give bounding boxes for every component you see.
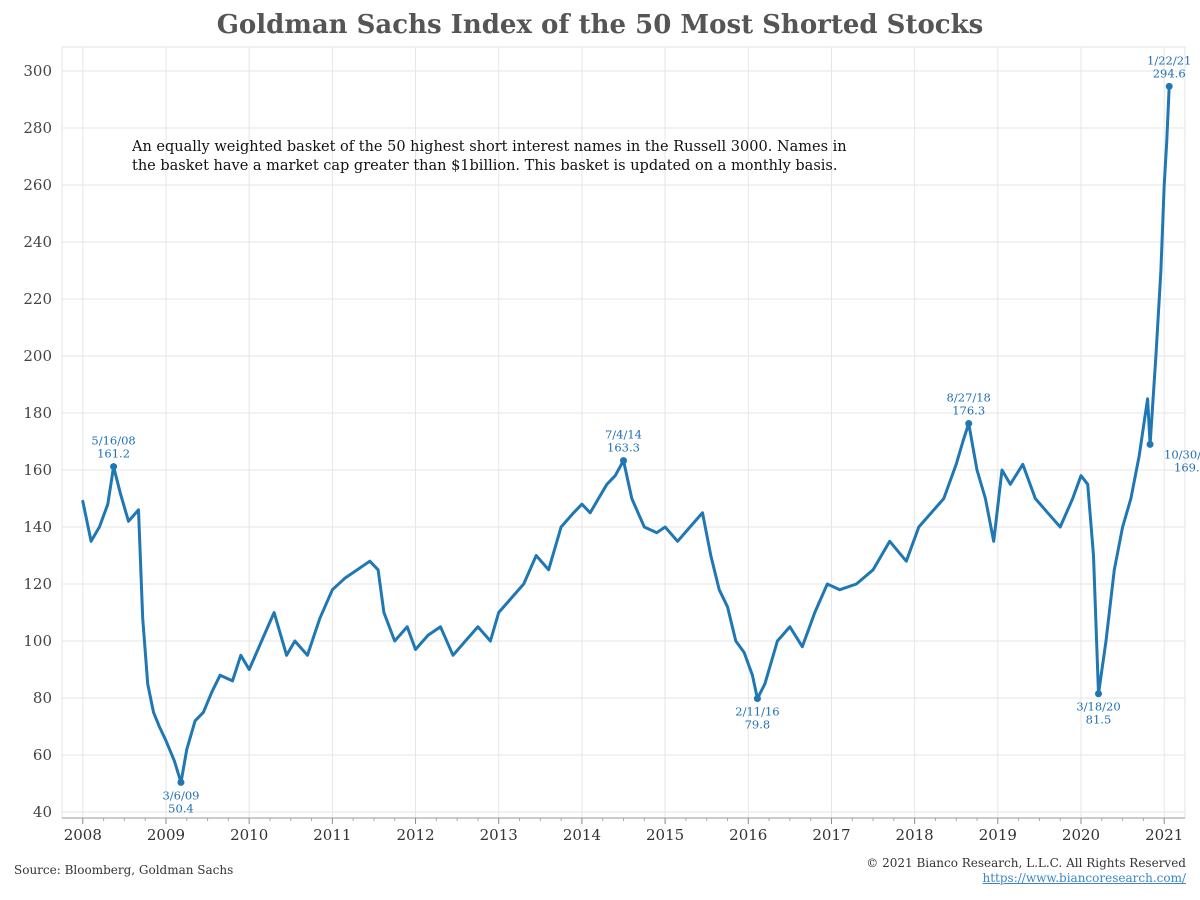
annotation-date: 10/30/20 bbox=[1164, 447, 1200, 461]
x-tick-label: 2013 bbox=[480, 826, 518, 844]
chart-note-line: the basket have a market cap greater tha… bbox=[132, 158, 837, 174]
y-tick-label: 80 bbox=[33, 689, 52, 707]
y-tick-label: 120 bbox=[23, 575, 52, 593]
y-tick-label: 140 bbox=[23, 518, 52, 536]
y-tick-label: 300 bbox=[23, 62, 52, 80]
x-tick-label: 2014 bbox=[563, 826, 601, 844]
annotation-marker bbox=[753, 695, 761, 703]
y-tick-label: 280 bbox=[23, 119, 52, 137]
x-tick-label: 2012 bbox=[396, 826, 434, 844]
chart-note: An equally weighted basket of the 50 hig… bbox=[131, 139, 847, 174]
annotation-marker bbox=[965, 420, 973, 428]
source-note: Source: Bloomberg, Goldman Sachs bbox=[14, 863, 234, 877]
annotation-value: 294.6 bbox=[1153, 66, 1186, 80]
annotation-marker bbox=[177, 778, 185, 786]
x-tick-label: 2019 bbox=[979, 826, 1017, 844]
annotation-marker bbox=[620, 457, 627, 465]
annotation-date: 1/22/21 bbox=[1147, 53, 1191, 67]
annotation-marker bbox=[1146, 440, 1154, 448]
y-tick-label: 160 bbox=[23, 461, 52, 479]
annotation-value: 169.0 bbox=[1174, 460, 1200, 474]
x-tick-label: 2008 bbox=[64, 826, 102, 844]
annotation-date: 7/4/14 bbox=[605, 428, 642, 442]
y-tick-label: 200 bbox=[23, 347, 52, 365]
annotation-date: 3/18/20 bbox=[1076, 700, 1120, 714]
chart-title: Goldman Sachs Index of the 50 Most Short… bbox=[216, 10, 984, 40]
y-tick-label: 40 bbox=[33, 803, 52, 821]
x-tick-label: 2018 bbox=[896, 826, 934, 844]
annotation-marker bbox=[1094, 690, 1102, 698]
chart-note-line: An equally weighted basket of the 50 hig… bbox=[131, 139, 847, 155]
x-tick-label: 2016 bbox=[729, 826, 767, 844]
annotation-value: 163.3 bbox=[607, 441, 640, 455]
y-tick-label: 60 bbox=[33, 746, 52, 764]
annotation-date: 5/16/08 bbox=[91, 434, 135, 448]
annotation-date: 2/11/16 bbox=[735, 705, 779, 719]
annotation-value: 79.8 bbox=[745, 718, 771, 732]
annotation-marker bbox=[1165, 82, 1173, 90]
x-tick-label: 2017 bbox=[812, 826, 850, 844]
annotation-value: 161.2 bbox=[97, 447, 130, 461]
x-tick-label: 2020 bbox=[1062, 826, 1100, 844]
x-tick-label: 2009 bbox=[147, 826, 185, 844]
annotation-date: 3/6/09 bbox=[162, 788, 199, 802]
website-link[interactable]: https://www.biancoresearch.com/ bbox=[982, 871, 1186, 885]
footer-credits: © 2021 Bianco Research, L.L.C. All Right… bbox=[866, 856, 1186, 886]
annotation-value: 176.3 bbox=[952, 404, 985, 418]
annotation-value: 81.5 bbox=[1086, 713, 1112, 727]
copyright-text: © 2021 Bianco Research, L.L.C. All Right… bbox=[866, 856, 1186, 870]
series-line bbox=[81, 84, 1171, 784]
x-tick-label: 2021 bbox=[1145, 826, 1183, 844]
annotation-marker bbox=[110, 463, 118, 471]
x-tick-label: 2015 bbox=[646, 826, 684, 844]
annotation-value: 50.4 bbox=[168, 801, 194, 815]
y-tick-label: 240 bbox=[23, 233, 52, 251]
x-tick-label: 2010 bbox=[230, 826, 268, 844]
annotation-date: 8/27/18 bbox=[947, 391, 991, 405]
y-tick-label: 260 bbox=[23, 176, 52, 194]
x-tick-label: 2011 bbox=[313, 826, 351, 844]
y-tick-label: 100 bbox=[23, 632, 52, 650]
y-tick-label: 180 bbox=[23, 404, 52, 422]
y-tick-label: 220 bbox=[23, 290, 52, 308]
